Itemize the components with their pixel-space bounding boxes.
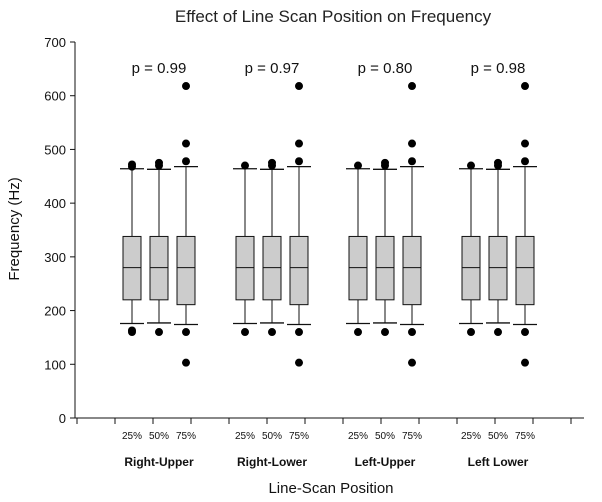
outlier-point [467,328,475,337]
outlier-point [381,158,389,167]
outlier-point [408,139,416,148]
group-label: Right-Upper [124,455,194,469]
y-tick-label: 500 [44,142,66,157]
box-category-label: 50% [375,431,395,442]
group-label: Left Lower [468,455,529,469]
outlier-point [128,326,136,335]
outlier-point [521,328,529,337]
group-label: Right-Lower [237,455,307,469]
box [235,235,255,301]
box [176,235,196,306]
y-axis-label: Frequency (Hz) [6,177,23,280]
box-category-label: 25% [461,431,481,442]
outlier-point [381,328,389,337]
y-tick-label: 600 [44,89,66,104]
outlier-point [494,328,502,337]
box-category-label: 50% [262,431,282,442]
box [122,235,142,301]
outlier-point [295,328,303,337]
box-category-label: 75% [176,431,196,442]
outlier-point [155,328,163,337]
outlier-point [295,157,303,166]
outlier-point [408,328,416,337]
outlier-point [155,158,163,167]
box [402,235,422,306]
outlier-point [521,82,529,91]
box [461,235,481,301]
outlier-point [241,161,249,170]
outlier-point [408,358,416,367]
chart-title: Effect of Line Scan Position on Frequenc… [175,7,492,26]
outlier-point [182,157,190,166]
outlier-point [182,139,190,148]
outlier-point [268,158,276,167]
plot-area: 0 100 200 300 400 500 600 700 p = 0.99 Right-Uppe… [44,35,584,469]
box [515,235,535,306]
x-axis-label: Line-Scan Position [268,480,393,497]
outlier-point [467,161,475,170]
y-tick-label: 200 [44,304,66,319]
p-value-label: p = 0.97 [245,60,300,77]
outlier-point [295,82,303,91]
outlier-point [241,328,249,337]
y-tick-label: 300 [44,250,66,265]
y-tick-label: 0 [59,411,66,426]
box [289,235,309,306]
y-tick-label: 100 [44,357,66,372]
outlier-point [494,158,502,167]
box [488,235,508,301]
outlier-point [354,161,362,170]
outlier-point [521,139,529,148]
y-tick-label: 400 [44,196,66,211]
box-category-label: 50% [149,431,169,442]
box-category-label: 25% [122,431,142,442]
outlier-point [268,328,276,337]
y-tick-label: 700 [44,35,66,50]
outlier-point [128,160,136,169]
box-category-label: 25% [235,431,255,442]
box-category-label: 25% [348,431,368,442]
p-value-label: p = 0.80 [358,60,413,77]
outlier-point [408,82,416,91]
outlier-point [521,157,529,166]
box [348,235,368,301]
box [375,235,395,301]
outlier-point [182,328,190,337]
p-value-label: p = 0.98 [471,60,526,77]
outlier-point [182,358,190,367]
outlier-point [295,139,303,148]
box-category-label: 75% [515,431,535,442]
box-category-label: 75% [289,431,309,442]
box-category-label: 50% [488,431,508,442]
outlier-point [408,157,416,166]
box [262,235,282,301]
outlier-point [295,358,303,367]
outlier-point [521,358,529,367]
p-value-label: p = 0.99 [132,60,187,77]
box-category-label: 75% [402,431,422,442]
box [149,235,169,301]
outlier-point [182,82,190,91]
outlier-point [354,328,362,337]
group-label: Left-Upper [355,455,416,469]
